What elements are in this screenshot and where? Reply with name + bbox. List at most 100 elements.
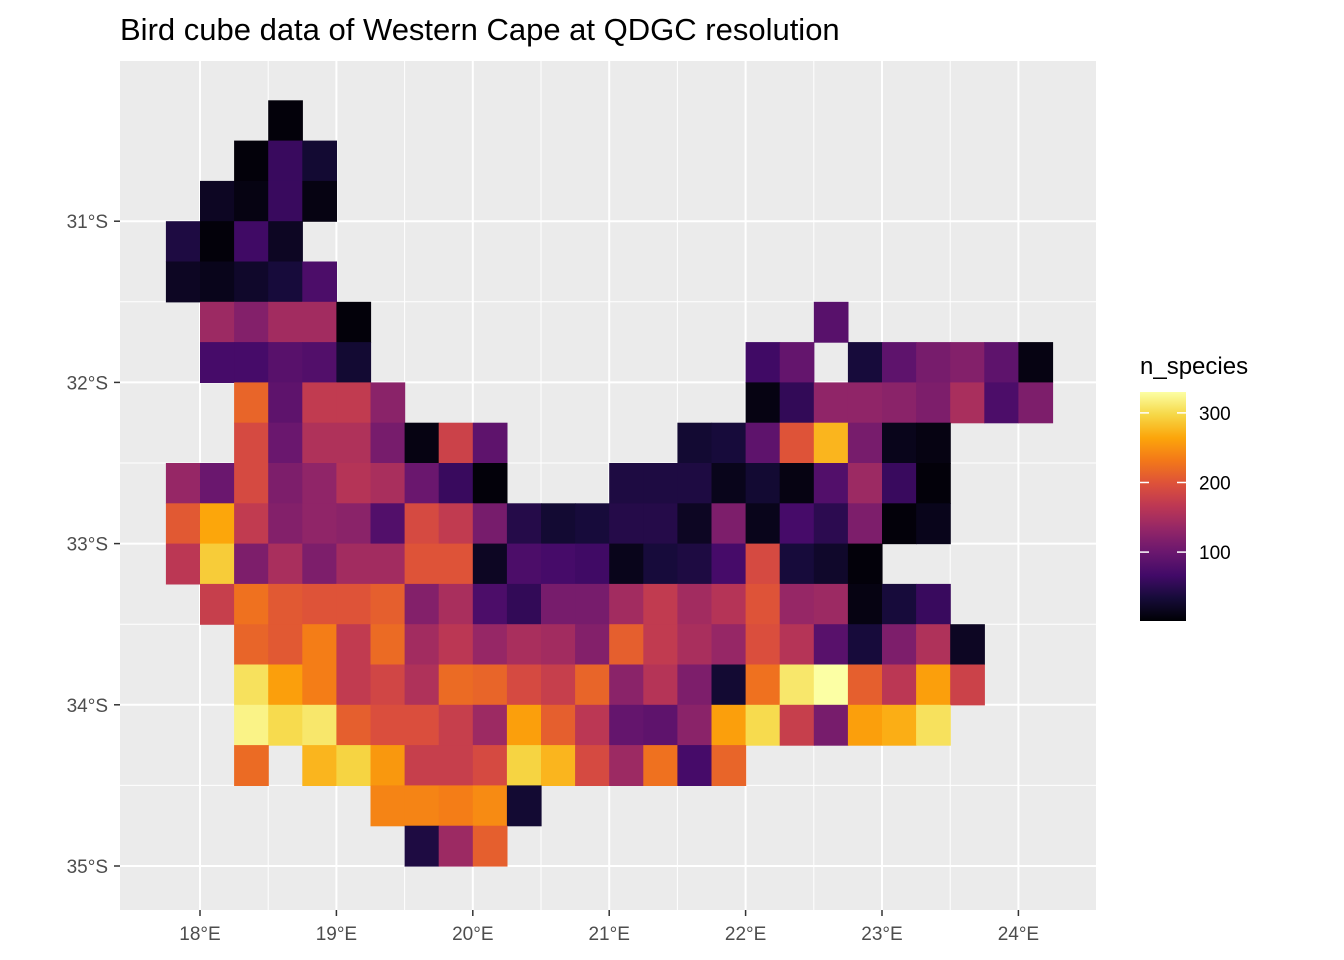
heatmap-cell [711,624,747,666]
heatmap-cell [268,301,303,343]
heatmap-cell [404,503,440,545]
heatmap-cell [268,180,303,222]
heatmap-cell [541,583,576,625]
heatmap-cell [882,664,917,706]
heatmap-cell [541,704,576,746]
heatmap-cell [302,583,337,625]
heatmap-cell [336,422,372,464]
heatmap-cell [677,422,713,464]
y-tick-label: 34°S [67,696,108,717]
heatmap-cell [882,624,917,666]
heatmap-cell [506,745,542,786]
x-axis: 18°E 19°E 20°E 21°E 22°E 23°E 24°E [179,910,1039,945]
heatmap-cell [234,664,269,706]
heatmap-cell [200,261,235,303]
heatmap-cell [813,664,849,706]
x-tick-label: 21°E [588,924,629,945]
heatmap-cell [813,463,849,504]
heatmap-cell [370,624,406,666]
heatmap-cell [234,301,269,343]
heatmap-cell [882,503,917,545]
heatmap-cell [404,825,440,867]
heatmap-cell [438,422,474,464]
heatmap-cell [950,664,985,706]
heatmap-cell [336,543,372,585]
heatmap-cell [472,664,508,706]
heatmap-cell [404,785,440,827]
heatmap-cell [506,624,542,666]
heatmap-cell [813,624,849,666]
heatmap-cell [779,624,815,666]
heatmap-cell [404,624,440,666]
heatmap-cell [1018,382,1054,424]
heatmap-cell [609,543,644,585]
heatmap-cell [745,463,781,504]
heatmap-cell [916,503,951,545]
heatmap-cell [984,382,1019,424]
heatmap-cell [609,745,644,786]
heatmap-cell [336,745,372,786]
heatmap-cell [268,543,303,585]
heatmap-cell [1018,342,1054,383]
chart-title: Bird cube data of Western Cape at QDGC r… [120,12,840,47]
legend-title: n_species [1140,353,1248,380]
heatmap-cell [745,664,781,706]
heatmap-cell [643,463,678,504]
heatmap-cell [370,543,406,585]
heatmap-cell [575,503,610,545]
heatmap-cell [302,261,337,303]
heatmap-cell [847,704,883,746]
heatmap-cell [745,382,781,424]
heatmap-cell [336,301,372,343]
heatmap-cell [813,422,849,464]
legend-label: 100 [1199,543,1231,564]
heatmap-cell [472,704,508,746]
legend-colorbar [1140,392,1186,621]
heatmap-cell [847,664,883,706]
heatmap-cell [643,624,678,666]
heatmap-cell [404,664,440,706]
heatmap-cell [200,301,235,343]
heatmap-cell [302,503,337,545]
heatmap-cells [165,100,1054,867]
heatmap-cell [916,342,951,383]
heatmap-cell [438,543,474,585]
heatmap-cell [847,624,883,666]
heatmap-cell [336,463,372,504]
heatmap-cell [745,422,781,464]
heatmap-cell [200,583,235,625]
y-axis: 31°S 32°S 33°S 34°S 35°S [67,212,120,878]
heatmap-cell [472,825,508,867]
heatmap-cell [677,503,713,545]
x-tick-label: 19°E [316,924,357,945]
heatmap-cell [268,503,303,545]
heatmap-cell [745,704,781,746]
x-tick-label: 23°E [861,924,902,945]
heatmap-cell [234,342,269,383]
heatmap-cell [506,785,542,827]
heatmap-cell [847,583,883,625]
y-tick-label: 32°S [67,373,108,394]
heatmap-cell [779,342,815,383]
heatmap-cell [268,100,303,142]
heatmap-cell [200,543,235,585]
heatmap-cell [302,624,337,666]
heatmap-cell [506,503,542,545]
heatmap-cell [268,624,303,666]
heatmap-cell [336,382,372,424]
heatmap-cell [916,624,951,666]
heatmap-cell [950,342,985,383]
heatmap-cell [711,463,747,504]
heatmap-cell [200,342,235,383]
heatmap-cell [575,704,610,746]
heatmap-cell [813,543,849,585]
heatmap-cell [268,583,303,625]
heatmap-cell [302,422,337,464]
heatmap-cell [916,463,951,504]
heatmap-cell [336,503,372,545]
heatmap-cell [745,543,781,585]
heatmap-cell [847,422,883,464]
heatmap-cell [950,382,985,424]
heatmap-cell [438,745,474,786]
